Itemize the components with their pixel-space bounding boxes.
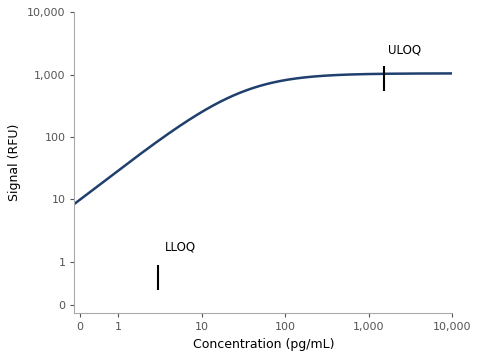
X-axis label: Concentration (pg/mL): Concentration (pg/mL) (192, 338, 334, 351)
Y-axis label: Signal (RFU): Signal (RFU) (8, 124, 21, 201)
Text: LLOQ: LLOQ (165, 240, 196, 253)
Text: ULOQ: ULOQ (388, 44, 421, 57)
